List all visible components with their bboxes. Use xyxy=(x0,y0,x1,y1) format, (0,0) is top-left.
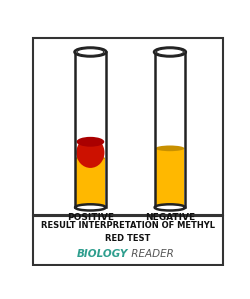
Text: NEGATIVE: NEGATIVE xyxy=(145,213,195,222)
Ellipse shape xyxy=(76,155,105,161)
Ellipse shape xyxy=(156,49,184,55)
Ellipse shape xyxy=(74,48,106,57)
Ellipse shape xyxy=(76,205,105,210)
FancyBboxPatch shape xyxy=(33,216,223,265)
Bar xyxy=(76,158,105,208)
Ellipse shape xyxy=(154,48,186,57)
Ellipse shape xyxy=(156,146,184,151)
Ellipse shape xyxy=(76,137,104,147)
Bar xyxy=(156,148,184,208)
Text: RESULT INTERPRETATION OF METHYL: RESULT INTERPRETATION OF METHYL xyxy=(41,221,215,230)
Text: RED TEST: RED TEST xyxy=(106,234,151,243)
Ellipse shape xyxy=(75,204,106,210)
Bar xyxy=(75,52,106,208)
Text: BIOLOGY: BIOLOGY xyxy=(77,249,128,259)
Bar xyxy=(155,52,185,208)
FancyBboxPatch shape xyxy=(33,38,223,216)
Ellipse shape xyxy=(156,205,184,210)
Text: POSITIVE: POSITIVE xyxy=(67,213,114,222)
Ellipse shape xyxy=(77,49,104,55)
Ellipse shape xyxy=(155,204,185,210)
Ellipse shape xyxy=(76,137,104,168)
Text: READER: READER xyxy=(128,249,174,259)
